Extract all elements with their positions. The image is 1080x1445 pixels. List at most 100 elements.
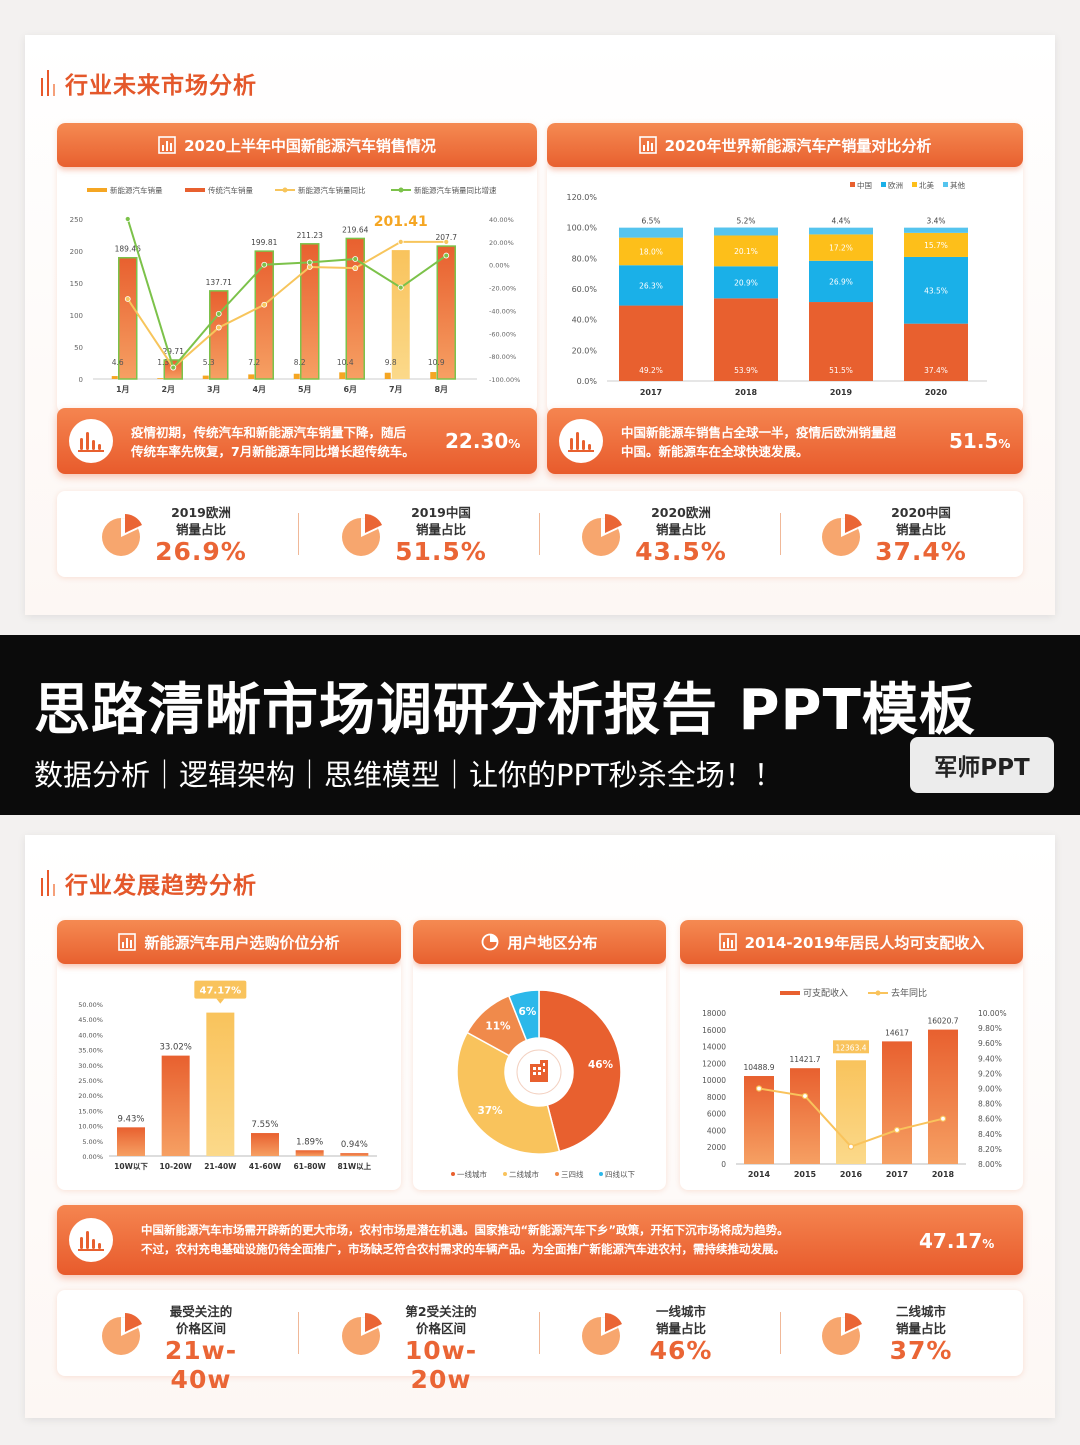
segment-label: 15.7% bbox=[924, 241, 948, 250]
y-tick-label: 15.00% bbox=[78, 1107, 103, 1115]
line-point bbox=[215, 324, 222, 331]
bar-value-label: 14617 bbox=[885, 1028, 909, 1037]
bar-traditional bbox=[118, 256, 138, 380]
x-tick-label: 8月 bbox=[434, 385, 448, 394]
price-bar bbox=[251, 1133, 279, 1156]
bar-chart-icon bbox=[69, 419, 113, 463]
bar-chart-icon bbox=[69, 1218, 113, 1262]
x-tick-label: 1月 bbox=[116, 385, 130, 394]
pie-chart-icon bbox=[342, 1313, 382, 1355]
stacked-segment bbox=[809, 234, 873, 261]
y-tick-label: 10000 bbox=[702, 1076, 726, 1085]
segment-label: 6.5% bbox=[641, 217, 660, 226]
bar-traditional-label: 219.64 bbox=[342, 225, 368, 234]
x-tick-label: 6月 bbox=[343, 385, 357, 394]
panel-world-share: 2020年世界新能源汽车产销量对比分析 0.0% 20.0% 40.0% 60.0% 8… bbox=[547, 123, 1023, 413]
banner-rural-insight: 中国新能源汽车市场需开辟新的更大市场，农村市场是潜在机遇。国家推动“新能源汽车下… bbox=[57, 1205, 1023, 1275]
segment-label: 4.4% bbox=[831, 217, 850, 226]
slice-label: 11% bbox=[485, 1020, 511, 1032]
y-tick-label: 2000 bbox=[707, 1143, 726, 1152]
stacked-segment bbox=[809, 260, 873, 303]
y-tick-label: 50 bbox=[74, 344, 83, 352]
panel-header: 新能源汽车用户选购价位分析 bbox=[57, 920, 401, 964]
segment-label: 43.5% bbox=[924, 286, 948, 295]
x-tick-label: 41-60W bbox=[249, 1162, 282, 1171]
bar-nev bbox=[202, 375, 209, 379]
y-tick-label: 200 bbox=[70, 248, 83, 256]
y2-tick-label: 9.20% bbox=[978, 1069, 1002, 1078]
legend-swatch bbox=[87, 188, 107, 192]
legend-marker bbox=[282, 187, 288, 193]
bar-nev bbox=[293, 373, 300, 379]
stat-item: 最受关注的 价格区间 21w-40w bbox=[57, 1290, 297, 1394]
line-point bbox=[261, 301, 268, 308]
bar-nev-label: 5.3 bbox=[203, 358, 215, 367]
x-tick-label: 2017 bbox=[886, 1170, 908, 1179]
y-tick-label: 6000 bbox=[707, 1110, 726, 1119]
y-tick-label: 60.0% bbox=[572, 285, 598, 294]
stat-item: 2020中国 销量占比 37.4% bbox=[777, 491, 1017, 577]
stacked-segment bbox=[714, 227, 778, 236]
segment-label: 20.9% bbox=[734, 278, 758, 287]
donut-slice bbox=[507, 989, 540, 1042]
y-tick-label: 0.00% bbox=[82, 1153, 103, 1161]
segment-label: 5.2% bbox=[736, 217, 755, 226]
pie-chart-icon bbox=[822, 1313, 862, 1355]
y-tick-label: 0 bbox=[79, 376, 83, 384]
y2-tick-label: -80.00% bbox=[489, 353, 516, 361]
divider bbox=[298, 1312, 299, 1354]
y2-tick-label: 8.00% bbox=[978, 1160, 1002, 1169]
segment-label: 37.4% bbox=[924, 366, 948, 375]
legend-label: 其他 bbox=[950, 180, 965, 190]
y-tick-label: 12000 bbox=[702, 1059, 726, 1068]
stat-item: 2020欧洲 销量占比 43.5% bbox=[537, 491, 777, 577]
banner-world-insight: 中国新能源车销售占全球一半，疫情后欧洲销量超 中国。新能源车在全球快速发展。 51… bbox=[547, 408, 1023, 474]
stat-value: 51.5% bbox=[395, 537, 487, 566]
x-tick-label: 21-40W bbox=[204, 1162, 237, 1171]
legend-label: 欧洲 bbox=[888, 180, 903, 190]
banner-value: 51.5% bbox=[949, 429, 1011, 453]
panel-price-range: 新能源汽车用户选购价位分析 0.00% 5.00% 10.00% 15.00% 20.0… bbox=[57, 920, 401, 1190]
y-tick-label: 20.0% bbox=[572, 346, 598, 355]
income-bar bbox=[790, 1068, 820, 1164]
stacked-segment bbox=[904, 232, 968, 257]
y2-tick-label: -40.00% bbox=[489, 307, 516, 315]
segment-label: 26.9% bbox=[829, 277, 853, 286]
price-bar bbox=[295, 1150, 324, 1156]
section-title: 行业未来市场分析 bbox=[39, 65, 257, 101]
bar-chart-icon bbox=[559, 419, 603, 463]
y-tick-label: 0.0% bbox=[577, 377, 598, 386]
bar-traditional-label: 29.71 bbox=[163, 347, 185, 356]
bar-value-label: 11421.7 bbox=[789, 1055, 820, 1064]
bar-chart-icon bbox=[158, 136, 176, 154]
x-tick-label: 2月 bbox=[161, 385, 175, 394]
y-tick-label: 40.0% bbox=[572, 316, 598, 325]
bar-value-label: 1.89% bbox=[296, 1137, 323, 1147]
china-sales-chart: 新能源汽车销量 传统汽车销量 新能源汽车销量同比 新能源汽车销量同比增速 0 50 100 1… bbox=[70, 185, 521, 394]
x-tick-label: 2020 bbox=[925, 388, 948, 397]
stacked-segment bbox=[714, 298, 778, 381]
y-tick-label: 8000 bbox=[707, 1093, 726, 1102]
x-tick-label: 10-20W bbox=[160, 1162, 193, 1171]
brand-badge[interactable]: 军师PPT bbox=[910, 737, 1054, 793]
banner-value: 47.17% bbox=[919, 1229, 995, 1253]
stacked-segment bbox=[714, 266, 778, 299]
income-bar bbox=[928, 1029, 958, 1164]
y2-tick-label: 9.60% bbox=[978, 1039, 1002, 1048]
line-point bbox=[443, 252, 450, 259]
pie-chart-icon bbox=[582, 1313, 622, 1355]
segment-label: 51.5% bbox=[829, 366, 853, 375]
legend-label: 三四线 bbox=[561, 1169, 584, 1179]
segment-label: 18.0% bbox=[639, 247, 663, 256]
title-marks-icon bbox=[39, 66, 61, 100]
segment-label: 3.4% bbox=[926, 217, 945, 226]
x-tick-label: 61-80W bbox=[294, 1162, 327, 1171]
stats-row: 最受关注的 价格区间 21w-40w 第2受关注的 价格区间 10w-20w 一线城… bbox=[57, 1290, 1023, 1394]
bar-value-label: 12363.4 bbox=[835, 1043, 866, 1052]
y-tick-label: 100.0% bbox=[566, 224, 597, 233]
stat-value: 37% bbox=[889, 1336, 953, 1365]
y-tick-label: 35.00% bbox=[78, 1047, 103, 1055]
y-tick-label: 40.00% bbox=[78, 1031, 103, 1039]
y-tick-label: 120.0% bbox=[566, 193, 597, 202]
banner-china-insight: 疫情初期，传统汽车和新能源汽车销量下降，随后 传统车率先恢复，7月新能源车同比增长… bbox=[57, 408, 537, 474]
